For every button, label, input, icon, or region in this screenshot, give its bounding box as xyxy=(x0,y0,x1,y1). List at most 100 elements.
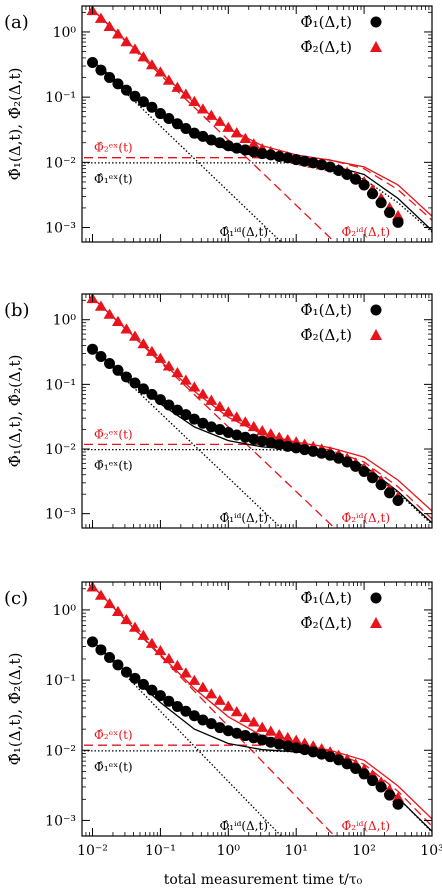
phi2-data-point xyxy=(230,706,243,717)
phi2-data-point xyxy=(230,127,243,138)
phi2-ex-label: Φ̂₂ᵉˣ(t) xyxy=(94,141,133,155)
x-tick-label: 10⁻² xyxy=(77,843,108,859)
phi2-data-point xyxy=(111,28,124,39)
phi2-id-label: Φ̂₂ⁱᵈ(Δ,t) xyxy=(341,225,390,239)
y-axis-label: Φ̂₁(Δ,t), Φ̂₂(Δ,t) xyxy=(6,355,24,468)
x-tick-label: 10³ xyxy=(420,843,442,859)
phi1-data-point xyxy=(316,447,328,459)
phi1-data-point xyxy=(248,433,260,445)
phi1-data-point xyxy=(316,748,328,760)
phi2-data-point xyxy=(120,36,133,47)
phi2-data-point xyxy=(171,81,184,92)
phi1-data-point xyxy=(358,179,370,191)
phi1-data-point xyxy=(180,409,192,421)
y-tick-label: 10⁻¹ xyxy=(45,673,76,689)
phi1-data-point xyxy=(384,789,396,801)
phi1-data-point xyxy=(265,736,277,748)
phi2-data-point xyxy=(94,12,107,23)
phi1-data-point xyxy=(316,159,328,171)
phi1-data-point xyxy=(231,727,243,739)
phi1-data-point xyxy=(239,144,251,156)
legend-label: Φ̂₁(Δ,t) xyxy=(300,589,352,607)
phi2-data-point xyxy=(103,20,116,31)
phi2-data-point xyxy=(162,74,175,85)
y-tick-label: 10⁻³ xyxy=(45,221,76,237)
phi1-data-point xyxy=(205,718,217,730)
panel-label: (a) xyxy=(4,12,29,33)
phi2-data-point xyxy=(239,416,252,427)
phi1-data-point xyxy=(324,751,336,763)
phi2-data-point xyxy=(128,621,141,632)
phi1-data-point xyxy=(87,56,99,68)
phi1-data-point xyxy=(104,651,116,663)
x-tick-label: 10² xyxy=(352,843,375,859)
phi1-data-point xyxy=(188,127,200,139)
phi1-data-point xyxy=(392,494,404,506)
phi2-data-point xyxy=(196,388,209,399)
phi1-data-point xyxy=(120,371,132,383)
phi2-data-point xyxy=(196,681,209,692)
phi1-id-label: Φ̂₁ⁱᵈ(Δ,t) xyxy=(219,225,268,239)
legend-label: Φ̂₁(Δ,t) xyxy=(300,13,352,31)
phi2-data-point xyxy=(145,637,158,648)
y-axis-label: Φ̂₁(Δ,t), Φ̂₂(Δ,t) xyxy=(6,653,24,766)
phi1-data-point xyxy=(214,722,226,734)
phi1-ex-label: Φ̂₁ᵉˣ(t) xyxy=(94,172,133,186)
phi2-data-point xyxy=(128,43,141,54)
phi1-data-point xyxy=(350,460,362,472)
phi2-data-point xyxy=(205,394,218,405)
y-tick-label: 10⁻² xyxy=(45,442,76,458)
phi2-data-point xyxy=(247,420,260,432)
phi2-data-point xyxy=(392,210,405,221)
phi1-data-point xyxy=(87,343,99,355)
phi1-data-point xyxy=(333,164,345,176)
phi1-data-point xyxy=(137,678,149,690)
phi1-data-point xyxy=(324,161,336,173)
phi1-data-point xyxy=(146,388,158,400)
plot-frame xyxy=(81,581,433,837)
phi1-data-point xyxy=(171,118,183,130)
phi1-data-point xyxy=(222,427,234,439)
phi2-data-point xyxy=(239,132,252,143)
y-tick-label: 10⁻² xyxy=(45,743,76,759)
phi1-data-point xyxy=(239,431,251,443)
y-axis-label: Φ̂₁(Δ,t), Φ̂₂(Δ,t) xyxy=(6,68,24,181)
phi1-data-point xyxy=(180,705,192,717)
y-tick-label: 10⁻³ xyxy=(45,813,76,829)
phi2-data-point xyxy=(145,59,158,70)
phi1-data-point xyxy=(358,465,370,477)
y-tick-label: 10⁰ xyxy=(53,313,77,329)
phi1-data-point xyxy=(137,383,149,395)
legend-marker xyxy=(370,329,382,340)
phi1-data-point xyxy=(112,78,124,90)
phi1-data-point xyxy=(367,775,379,787)
phi2-data-point xyxy=(230,411,243,422)
y-tick-label: 10⁻² xyxy=(45,155,76,171)
phi2-data-point xyxy=(196,103,209,114)
phi2-full-curve xyxy=(92,9,432,217)
phi1-data-point xyxy=(222,140,234,152)
phi1-data-point xyxy=(273,738,285,750)
panel-a: 10⁰ 10⁻¹ 10⁻² 10⁻³ (a) Φ̂₁(Δ,t) Φ̂₂(Δ,t) Φ̂₂ᵉˣ(… xyxy=(4,5,433,243)
phi2-data-point xyxy=(392,791,405,803)
phi1-data-point xyxy=(350,762,362,774)
phi1-data-point xyxy=(154,690,166,702)
phi1-data-point xyxy=(265,149,277,161)
phi1-id-label: Φ̂₁ⁱᵈ(Δ,t) xyxy=(219,511,268,525)
phi1-data-point xyxy=(129,90,141,102)
phi1-id-label: Φ̂₁ⁱᵈ(Δ,t) xyxy=(219,819,268,833)
panel-label: (b) xyxy=(4,300,30,321)
phi1-data-point xyxy=(248,732,260,744)
phi1-data-point xyxy=(333,452,345,464)
phi1-data-point xyxy=(163,399,175,411)
phi2-data-point xyxy=(213,694,226,705)
phi2-data-point xyxy=(111,605,124,617)
phi2-data-point xyxy=(103,597,116,609)
phi2-data-point xyxy=(137,629,150,640)
phi1-data-point xyxy=(137,96,149,108)
phi1-data-point xyxy=(104,72,116,84)
phi1-data-point xyxy=(129,377,141,389)
phi1-data-point xyxy=(112,364,124,376)
